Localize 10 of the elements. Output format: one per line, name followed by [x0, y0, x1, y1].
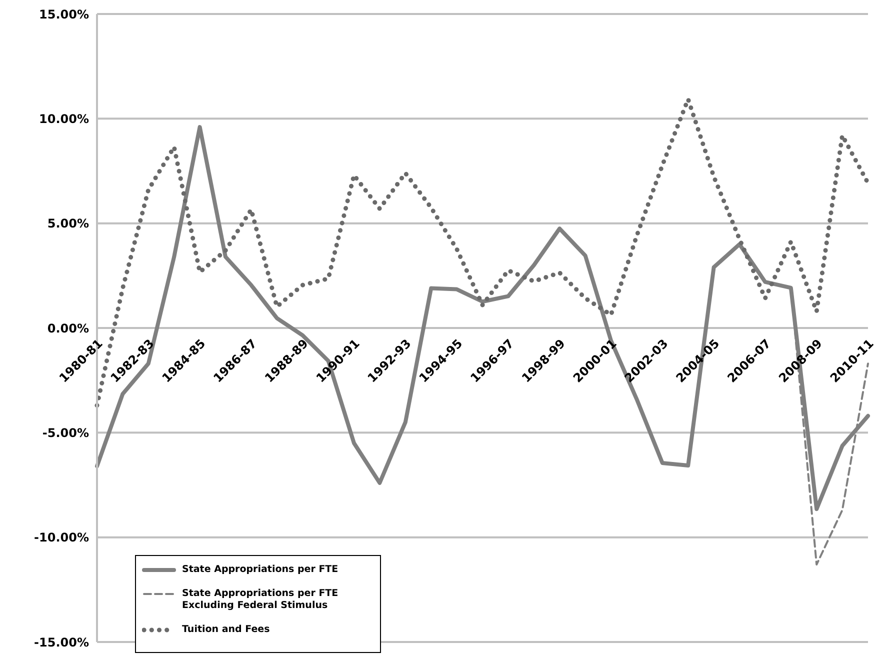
y-tick-label: -5.00% [42, 426, 89, 440]
y-tick-label: -10.00% [34, 530, 89, 545]
legend-label: State Appropriations per FTE Excluding Federal Stimulus [182, 588, 340, 612]
y-tick-label: 5.00% [47, 216, 89, 231]
y-tick-label: 0.00% [47, 321, 89, 336]
y-tick-label: 10.00% [39, 112, 89, 126]
legend-label: State Appropriations per FTE [182, 564, 340, 576]
legend-label: Tuition and Fees [182, 624, 271, 636]
y-tick-label: 15.00% [39, 7, 89, 22]
y-tick-label: -15.00% [34, 635, 89, 650]
